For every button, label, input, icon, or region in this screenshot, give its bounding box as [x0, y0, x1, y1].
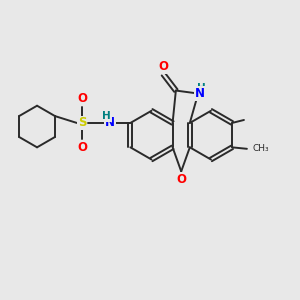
Text: CH₃: CH₃ — [252, 144, 269, 153]
Text: N: N — [105, 116, 115, 130]
Text: H: H — [197, 82, 206, 93]
Text: O: O — [77, 141, 87, 154]
Text: N: N — [195, 87, 205, 100]
Text: O: O — [77, 92, 87, 105]
Text: O: O — [158, 60, 168, 73]
Text: H: H — [102, 111, 111, 122]
Text: S: S — [78, 116, 86, 130]
Text: O: O — [176, 173, 186, 186]
